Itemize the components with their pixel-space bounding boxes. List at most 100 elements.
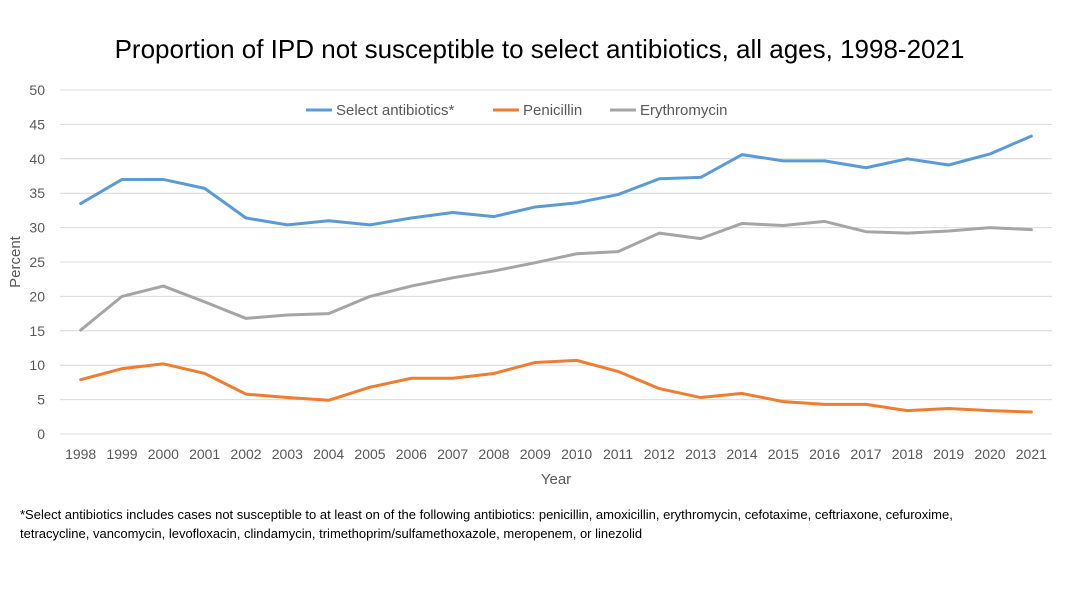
data-point-select-antibiotics bbox=[203, 187, 206, 190]
x-tick-label: 2002 bbox=[230, 446, 261, 462]
data-point-erythromycin bbox=[203, 300, 206, 304]
legend-item-erythromycin: Erythromycin bbox=[610, 102, 728, 119]
data-point-erythromycin bbox=[782, 224, 785, 227]
x-tick-label: 2021 bbox=[1016, 446, 1047, 462]
data-point-erythromycin bbox=[286, 313, 289, 317]
data-point-penicillin bbox=[534, 361, 537, 364]
x-tick-label: 2003 bbox=[272, 446, 303, 462]
gridlines bbox=[60, 89, 1052, 435]
data-point-erythromycin bbox=[947, 229, 950, 233]
x-tick-label: 2013 bbox=[685, 446, 716, 462]
x-tick-label: 2015 bbox=[768, 446, 799, 462]
data-point-select-antibiotics bbox=[79, 202, 82, 205]
data-point-erythromycin bbox=[740, 222, 744, 225]
x-tick-label: 2018 bbox=[892, 446, 923, 462]
y-tick-label: 25 bbox=[29, 254, 45, 270]
legend-item-penicillin: Penicillin bbox=[493, 102, 582, 119]
x-tick-label: 2016 bbox=[809, 446, 840, 462]
data-point-penicillin bbox=[286, 396, 289, 399]
data-point-erythromycin bbox=[823, 220, 826, 223]
data-point-penicillin bbox=[658, 387, 661, 390]
data-point-select-antibiotics bbox=[162, 178, 165, 181]
data-point-penicillin bbox=[906, 409, 909, 412]
data-point-penicillin bbox=[327, 399, 330, 402]
data-point-erythromycin bbox=[79, 328, 82, 332]
data-point-select-antibiotics bbox=[534, 205, 537, 209]
data-point-select-antibiotics bbox=[575, 201, 578, 205]
x-tick-label: 2001 bbox=[189, 446, 220, 462]
data-point-erythromycin bbox=[451, 276, 454, 280]
x-tick-label: 2007 bbox=[437, 446, 468, 462]
legend-item-select-antibiotics: Select antibiotics* bbox=[306, 102, 455, 119]
data-point-penicillin bbox=[203, 372, 206, 375]
series-line-erythromycin bbox=[79, 219, 1033, 332]
data-point-penicillin bbox=[492, 372, 496, 375]
data-point-penicillin bbox=[410, 377, 413, 380]
data-point-penicillin bbox=[988, 409, 992, 412]
x-tick-label: 2019 bbox=[933, 446, 964, 462]
data-point-erythromycin bbox=[988, 226, 992, 229]
x-tick-label: 2006 bbox=[396, 446, 427, 462]
data-point-select-antibiotics bbox=[864, 166, 868, 169]
y-tick-label: 50 bbox=[29, 82, 45, 98]
y-tick-label: 0 bbox=[37, 426, 45, 442]
footnote-line-1: *Select antibiotics includes cases not s… bbox=[20, 507, 953, 522]
data-point-erythromycin bbox=[575, 252, 578, 255]
y-tick-label: 45 bbox=[29, 116, 45, 132]
x-tick-label: 2010 bbox=[561, 446, 592, 462]
series-lines bbox=[79, 134, 1033, 414]
data-point-select-antibiotics bbox=[658, 177, 661, 180]
data-point-erythromycin bbox=[1030, 228, 1033, 231]
data-point-select-antibiotics bbox=[286, 223, 289, 227]
data-point-penicillin bbox=[162, 362, 165, 366]
data-point-select-antibiotics bbox=[947, 163, 950, 167]
x-tick-label: 1999 bbox=[106, 446, 137, 462]
x-tick-label: 2004 bbox=[313, 446, 344, 462]
data-point-select-antibiotics bbox=[327, 219, 330, 222]
x-tick-label: 2014 bbox=[726, 446, 757, 462]
x-tick-label: 2017 bbox=[850, 446, 881, 462]
data-point-select-antibiotics bbox=[410, 216, 413, 220]
x-tick-label: 2009 bbox=[520, 446, 551, 462]
data-point-select-antibiotics bbox=[740, 153, 744, 156]
data-point-select-antibiotics bbox=[244, 216, 248, 220]
data-point-penicillin bbox=[451, 377, 454, 380]
x-tick-label: 2012 bbox=[644, 446, 675, 462]
y-tick-label: 40 bbox=[29, 151, 45, 167]
data-point-erythromycin bbox=[492, 269, 496, 273]
legend: Select antibiotics* Penicillin Erythromyci… bbox=[306, 102, 728, 119]
footnote-line-2: tetracycline, vancomycin, levofloxacin, … bbox=[20, 526, 643, 541]
y-tick-label: 20 bbox=[29, 288, 45, 304]
data-point-select-antibiotics bbox=[451, 211, 454, 214]
y-tick-label: 35 bbox=[29, 185, 45, 201]
legend-label: Erythromycin bbox=[640, 102, 728, 119]
series-line-penicillin bbox=[79, 358, 1033, 414]
y-axis-label: Percent bbox=[7, 235, 24, 288]
data-point-erythromycin bbox=[162, 284, 165, 288]
data-point-erythromycin bbox=[327, 312, 330, 315]
data-point-select-antibiotics bbox=[492, 215, 496, 218]
data-point-penicillin bbox=[947, 407, 950, 410]
x-tick-label: 2000 bbox=[148, 446, 179, 462]
data-point-select-antibiotics bbox=[120, 178, 124, 181]
data-point-erythromycin bbox=[534, 261, 537, 264]
data-point-erythromycin bbox=[616, 250, 620, 253]
data-point-erythromycin bbox=[368, 295, 372, 298]
data-point-erythromycin bbox=[244, 317, 248, 320]
x-tick-label: 2011 bbox=[603, 446, 633, 462]
chart-title: Proportion of IPD not susceptible to sel… bbox=[114, 34, 965, 64]
data-point-erythromycin bbox=[658, 231, 661, 235]
legend-label: Select antibiotics* bbox=[336, 102, 455, 119]
y-tick-label: 5 bbox=[37, 392, 45, 408]
data-point-erythromycin bbox=[410, 284, 413, 288]
x-axis-tick-labels: 1998 1999 2000 2001 2002 2003 2004 2005 2006 2007… bbox=[65, 446, 1047, 462]
data-point-penicillin bbox=[120, 367, 124, 370]
data-point-penicillin bbox=[782, 400, 785, 403]
y-tick-label: 15 bbox=[29, 323, 45, 339]
data-point-erythromycin bbox=[906, 231, 909, 235]
data-point-select-antibiotics bbox=[823, 159, 826, 163]
x-axis-label: Year bbox=[541, 471, 571, 488]
data-point-erythromycin bbox=[120, 295, 124, 298]
data-point-select-antibiotics bbox=[368, 223, 372, 227]
